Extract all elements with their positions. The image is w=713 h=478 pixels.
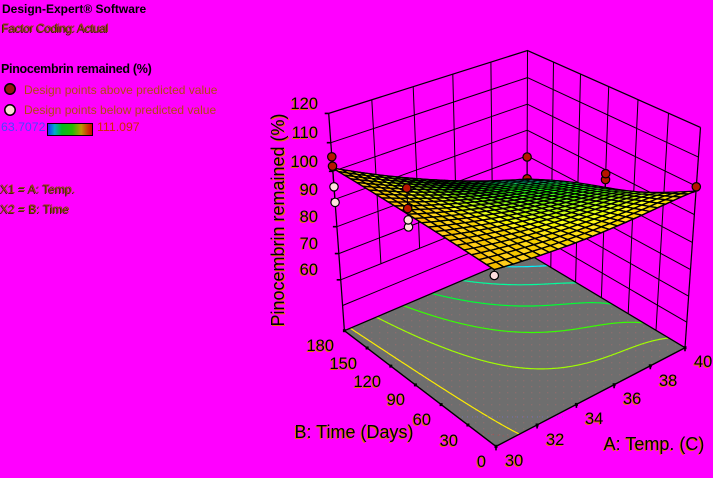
svg-text:60: 60 xyxy=(413,411,431,429)
svg-text:180: 180 xyxy=(306,337,334,355)
svg-text:Pinocembrin remained (%): Pinocembrin remained (%) xyxy=(268,113,288,326)
svg-text:32: 32 xyxy=(546,431,564,449)
svg-text:40: 40 xyxy=(694,353,712,371)
svg-text:90: 90 xyxy=(387,391,405,409)
svg-text:150: 150 xyxy=(329,355,357,373)
svg-text:120: 120 xyxy=(290,95,318,113)
svg-text:0: 0 xyxy=(477,453,486,471)
svg-text:38: 38 xyxy=(659,372,677,390)
svg-text:B: Time (Days): B: Time (Days) xyxy=(294,422,413,442)
svg-text:110: 110 xyxy=(292,124,318,142)
svg-text:120: 120 xyxy=(353,373,381,391)
svg-text:70: 70 xyxy=(300,235,318,253)
svg-text:36: 36 xyxy=(623,390,641,408)
svg-text:30: 30 xyxy=(505,452,523,470)
svg-text:80: 80 xyxy=(300,208,318,226)
svg-text:60: 60 xyxy=(300,261,318,279)
svg-text:A: Temp. (C): A: Temp. (C) xyxy=(604,434,705,454)
svg-text:34: 34 xyxy=(585,410,603,428)
svg-text:90: 90 xyxy=(300,181,318,199)
svg-text:100: 100 xyxy=(290,153,318,171)
svg-text:30: 30 xyxy=(440,432,458,450)
